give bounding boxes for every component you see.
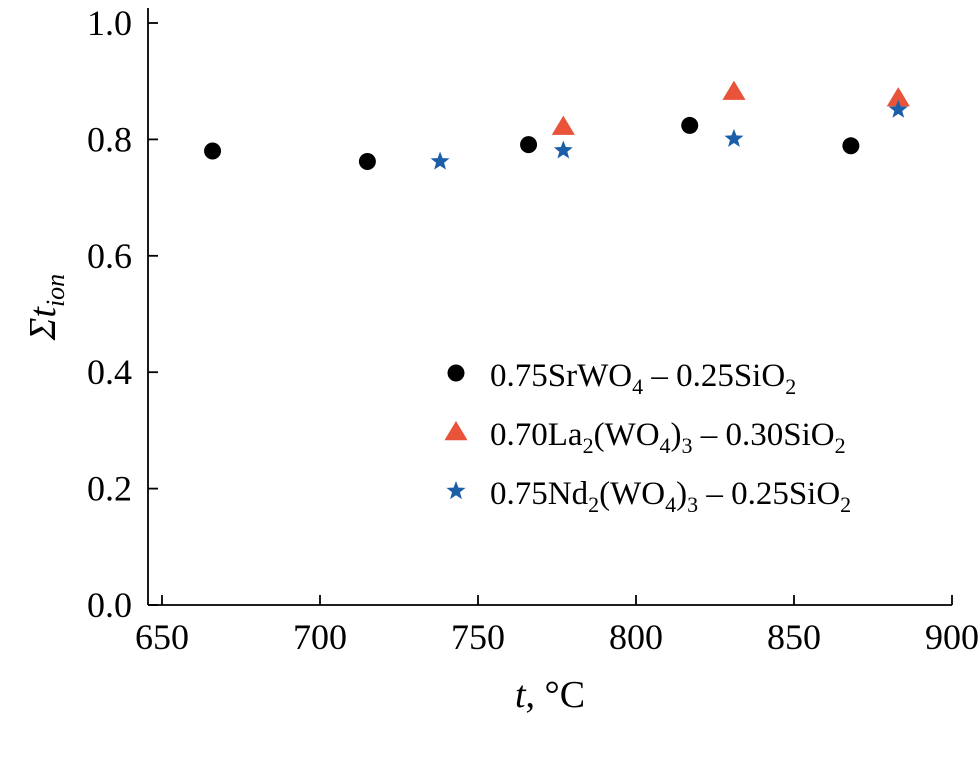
- data-point-star: [724, 128, 744, 147]
- data-point-triangle: [551, 115, 575, 135]
- data-point-triangle: [886, 87, 910, 107]
- legend-label: 0.75Nd2(WO4)3 – 0.25SiO2: [490, 476, 851, 517]
- legend-marker-circle: [447, 364, 465, 382]
- x-tick-label: 800: [609, 617, 663, 657]
- legend-label: 0.75SrWO4 – 0.25SiO2: [490, 358, 796, 399]
- data-point-circle: [358, 153, 376, 171]
- x-tick-label: 700: [293, 617, 347, 657]
- ticks: 650 700 750 800 850 900 0.0 0.2 0.4 0.6 0.8 1.0: [87, 3, 979, 657]
- y-tick-label: 0.8: [87, 119, 132, 159]
- x-tick-label: 750: [451, 617, 505, 657]
- data-point-star: [430, 151, 450, 170]
- x-axis-label: t, °C: [515, 674, 585, 716]
- y-tick-label: 0.6: [87, 236, 132, 276]
- data-point-circle: [520, 136, 538, 154]
- y-tick-label: 0.4: [87, 352, 132, 392]
- legend: 0.75SrWO4 – 0.25SiO2 0.70La2(WO4)3 – 0.30…: [444, 358, 851, 517]
- legend-marker-star: [446, 481, 466, 500]
- legend-marker-triangle: [444, 421, 468, 441]
- x-tick-label: 650: [135, 617, 189, 657]
- data-point-star: [888, 99, 908, 118]
- y-axis-label: Σtion: [22, 274, 70, 341]
- x-tick-label: 900: [925, 617, 979, 657]
- data-point-circle: [842, 137, 860, 155]
- y-tick-label: 0.2: [87, 469, 132, 509]
- x-tick-label: 850: [767, 617, 821, 657]
- legend-label: 0.70La2(WO4)3 – 0.30SiO2: [490, 417, 846, 458]
- data-point-circle: [204, 142, 222, 160]
- y-tick-label: 0.0: [87, 585, 132, 625]
- axes: [147, 8, 952, 606]
- data-point-star: [553, 140, 573, 159]
- y-tick-label: 1.0: [87, 3, 132, 43]
- data-point-triangle: [722, 80, 746, 100]
- data-marks: [204, 80, 910, 171]
- data-point-circle: [681, 116, 699, 134]
